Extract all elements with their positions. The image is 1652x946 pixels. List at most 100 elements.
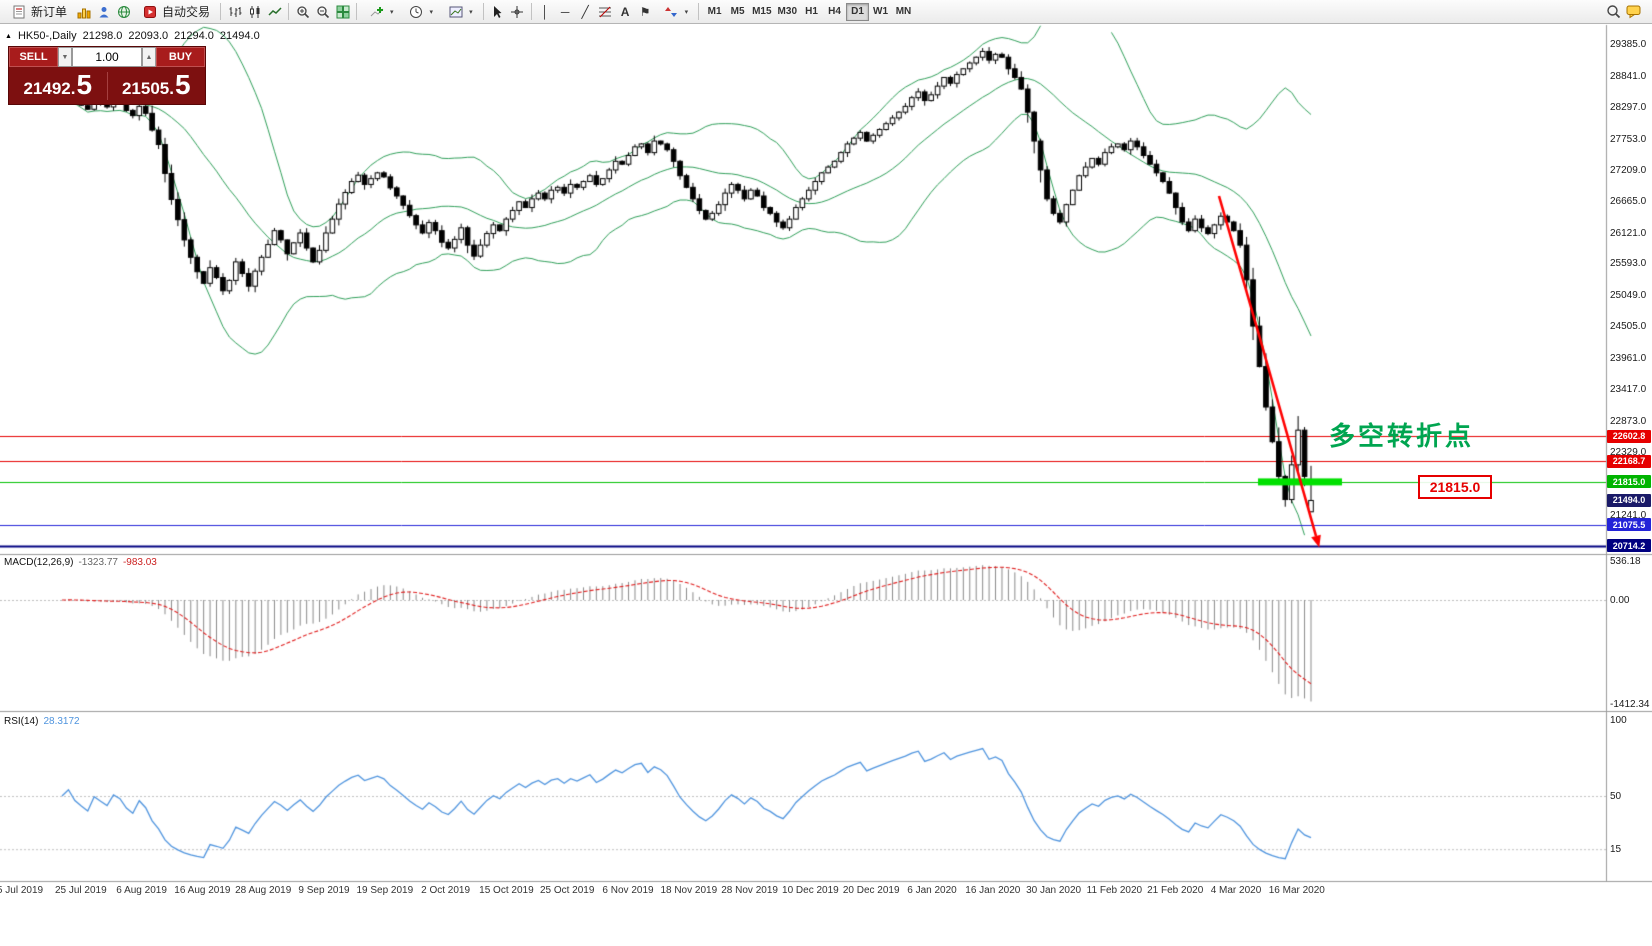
price-level-chip: 21815.0	[1607, 475, 1651, 489]
volume-down-button[interactable]: ▼	[58, 47, 72, 67]
toolbar-separator	[482, 3, 484, 20]
new-order-label: 新订单	[31, 5, 68, 19]
trendline-tool-icon[interactable]: ╱	[581, 4, 589, 19]
date-axis-label: 18 Nov 2019	[660, 885, 718, 896]
date-axis-label: 19 Sep 2019	[356, 885, 414, 896]
cursor-icon[interactable]	[488, 2, 507, 22]
rsi-pane-label: RSI(14) 28.3172	[4, 716, 80, 727]
timeframe-m30[interactable]: M30	[777, 6, 797, 17]
low-value: 21294.0	[174, 30, 214, 42]
buy-button[interactable]: BUY	[156, 47, 205, 67]
toolbar-separator	[356, 3, 358, 20]
autotrading-button[interactable]: 自动交易	[134, 1, 216, 23]
sell-price-main: 21492.	[23, 79, 76, 98]
date-axis-label: 11 Feb 2020	[1086, 885, 1143, 896]
symbol-period-label: HK50-,Daily	[17, 30, 77, 42]
date-axis-label: 16 Mar 2020	[1268, 885, 1325, 896]
date-axis-label: 5 Jul 2019	[0, 885, 44, 896]
buy-price-main: 21505.	[121, 79, 174, 98]
zoom-out-icon[interactable]	[313, 2, 332, 22]
candlestick-chart-icon[interactable]	[245, 2, 264, 22]
vertical-line-tool-icon[interactable]: │	[541, 4, 549, 19]
buy-price[interactable]: 21505. 5	[108, 69, 206, 100]
zoom-in-icon[interactable]	[293, 2, 312, 22]
level-price-annotation[interactable]: 21815.0	[1418, 475, 1492, 499]
timeframe-m5[interactable]: M5	[730, 6, 745, 17]
toolbar-separator	[288, 3, 290, 20]
date-axis-label: 4 Mar 2020	[1210, 885, 1262, 896]
timeframe-w1[interactable]: W1	[873, 6, 888, 17]
price-axis-tick: 22873.0	[1610, 415, 1647, 427]
clock-icon	[407, 2, 426, 22]
price-axis-tick: 27209.0	[1610, 165, 1647, 177]
autotrading-icon	[140, 2, 159, 22]
price-axis-tick: 23417.0	[1610, 384, 1647, 396]
timeframe-h4[interactable]: H4	[828, 6, 841, 17]
indicators-icon	[367, 2, 386, 22]
price-axis-tick: 21241.0	[1610, 510, 1647, 522]
chevron-down-icon: ▾	[390, 8, 394, 16]
timeframe-m1[interactable]: M1	[707, 6, 722, 17]
shapes-button[interactable]: ▾	[656, 1, 695, 23]
globe-icon[interactable]	[114, 2, 133, 22]
chevron-down-icon: ▾	[469, 8, 473, 16]
charts-icon[interactable]	[74, 2, 93, 22]
templates-button[interactable]: ▾	[440, 1, 479, 23]
timeframe-h1[interactable]: H1	[805, 6, 818, 17]
price-axis-tick: 26121.0	[1610, 227, 1647, 239]
tile-windows-icon[interactable]	[333, 2, 352, 22]
sell-button[interactable]: SELL	[9, 47, 58, 67]
date-axis-label: 20 Dec 2019	[842, 885, 900, 896]
volume-input[interactable]	[72, 47, 142, 67]
date-axis-label: 25 Jul 2019	[54, 885, 107, 896]
date-axis-label: 2 Oct 2019	[421, 885, 471, 896]
date-axis-label: 30 Jan 2020	[1026, 885, 1082, 896]
chat-icon[interactable]	[1624, 2, 1643, 22]
timeframe-d1[interactable]: D1	[846, 2, 869, 21]
text-tool-icon[interactable]: A	[620, 4, 630, 19]
rsi-axis-tick: 100	[1610, 715, 1627, 727]
rsi-value: 28.3172	[43, 716, 80, 727]
indicators-button[interactable]: ▾	[361, 1, 400, 23]
periods-button[interactable]: ▾	[401, 1, 440, 23]
price-axis-tick: 28841.0	[1610, 70, 1647, 82]
new-order-icon	[9, 2, 28, 22]
profile-icon[interactable]	[94, 2, 113, 22]
macd-name: MACD(12,26,9)	[4, 557, 74, 568]
volume-up-button[interactable]: ▲	[142, 47, 156, 67]
date-axis-label: 6 Jan 2020	[907, 885, 957, 896]
date-axis-label: 28 Nov 2019	[721, 885, 778, 896]
price-level-chip: 22602.8	[1607, 429, 1651, 443]
buy-price-pips: 5	[174, 69, 191, 100]
symbol-marker-icon: ▲	[5, 32, 12, 40]
price-axis-tick: 27753.0	[1610, 133, 1647, 145]
date-axis-label: 28 Aug 2019	[235, 885, 292, 896]
autotrading-label: 自动交易	[162, 5, 211, 19]
price-level-chip: 22168.7	[1607, 454, 1651, 468]
date-axis-label: 10 Dec 2019	[782, 885, 839, 896]
chart-ohlc-header: ▲ HK50-,Daily 21298.0 22093.0 21294.0 21…	[5, 30, 260, 42]
label-tool-icon[interactable]: ⚑	[639, 4, 651, 19]
date-axis-label: 25 Oct 2019	[539, 885, 595, 896]
turning-point-annotation[interactable]: 多空转折点	[1329, 421, 1475, 451]
rsi-axis-tick: 50	[1610, 791, 1622, 802]
toolbar-separator	[220, 3, 222, 20]
price-axis-tick: 26665.0	[1610, 196, 1647, 208]
date-axis-label: 6 Nov 2019	[602, 885, 654, 896]
crosshair-icon[interactable]	[508, 2, 527, 22]
horizontal-line-tool-icon[interactable]: ─	[560, 4, 570, 19]
search-icon[interactable]	[1604, 2, 1623, 22]
new-order-button[interactable]: 新订单	[3, 1, 73, 23]
timeframe-m15[interactable]: M15	[752, 6, 772, 17]
main-toolbar: 新订单 自动交易 ▾ ▾	[0, 0, 1652, 24]
price-divider	[106, 71, 108, 100]
line-chart-icon[interactable]	[265, 2, 284, 22]
macd-axis-tick: 536.18	[1610, 555, 1641, 567]
sell-price[interactable]: 21492. 5	[9, 70, 107, 99]
chevron-down-icon: ▾	[684, 8, 689, 16]
timeframe-mn[interactable]: MN	[895, 6, 912, 17]
fibonacci-tool-icon[interactable]	[596, 2, 615, 22]
price-axis-tick: 22329.0	[1610, 447, 1647, 459]
bar-chart-icon[interactable]	[225, 2, 244, 22]
